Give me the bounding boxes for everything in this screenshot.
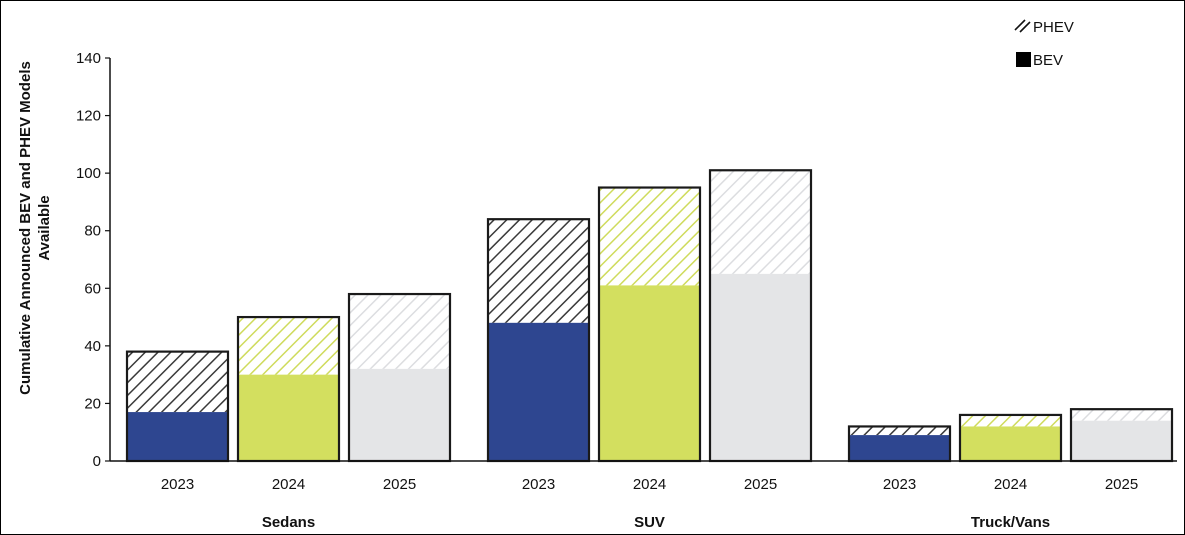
phev-segment — [599, 187, 700, 286]
phev-segment — [238, 317, 339, 375]
x-group-label: SUV — [634, 514, 665, 531]
bev-segment — [127, 412, 228, 461]
bev-segment — [238, 374, 339, 461]
y-axis: 0 20 40 60 80 100 120 140 — [76, 50, 111, 470]
y-tick-label: 80 — [84, 223, 101, 240]
x-axis-labels: 2023 2024 2025 Sedans 2023 2024 2025 SUV 2023 202… — [161, 476, 1138, 531]
y-axis-label-line1: Cumulative Announced BEV and PHEV Models — [17, 61, 34, 395]
y-axis-label-line2: Available — [36, 195, 53, 260]
x-tick-label-year: 2025 — [383, 476, 416, 493]
phev-segment — [849, 426, 950, 436]
legend-label-bev: BEV — [1033, 52, 1063, 69]
phev-segment — [1071, 409, 1172, 421]
bar-suv-2024 — [597, 186, 702, 463]
bar-sedans-2024 — [236, 315, 341, 463]
bev-segment — [349, 368, 450, 461]
legend: PHEV BEV — [1014, 19, 1074, 69]
phev-hatch-icon — [1014, 19, 1031, 33]
y-tick-label: 100 — [76, 165, 101, 182]
bev-segment — [488, 322, 589, 461]
y-tick-label: 40 — [84, 338, 101, 355]
bar-truck-vans-2024 — [958, 413, 1063, 463]
bar-sedans-2025 — [347, 292, 452, 463]
x-tick-label-year: 2024 — [272, 476, 305, 493]
phev-segment — [127, 351, 228, 413]
y-tick-label: 0 — [93, 453, 101, 470]
bev-segment — [960, 426, 1061, 461]
x-tick-label-year: 2025 — [744, 476, 777, 493]
bars — [110, 169, 1177, 463]
bar-sedans-2023 — [125, 350, 230, 463]
legend-item-phev: PHEV — [1014, 19, 1074, 36]
x-tick-label-year: 2024 — [994, 476, 1027, 493]
x-group-label: Truck/Vans — [971, 514, 1050, 531]
bev-solid-icon — [1016, 52, 1031, 67]
bar-truck-vans-2025 — [1069, 408, 1174, 463]
legend-item-bev: BEV — [1016, 52, 1063, 69]
bev-segment — [1071, 420, 1172, 461]
x-tick-label-year: 2023 — [161, 476, 194, 493]
bar-suv-2023 — [486, 218, 591, 463]
bev-segment — [849, 435, 950, 461]
y-tick-label: 60 — [84, 280, 101, 297]
x-tick-label-year: 2023 — [883, 476, 916, 493]
x-tick-label-year: 2024 — [633, 476, 666, 493]
phev-segment — [960, 414, 1061, 427]
legend-label-phev: PHEV — [1033, 19, 1074, 36]
bev-segment — [599, 285, 700, 461]
y-tick-label: 120 — [76, 108, 101, 125]
y-tick-label: 20 — [84, 395, 101, 412]
phev-segment — [488, 219, 589, 323]
phev-segment — [349, 294, 450, 369]
bar-truck-vans-2023 — [847, 425, 952, 463]
x-group-label: Sedans — [262, 514, 315, 531]
y-tick-label: 140 — [76, 50, 101, 67]
bev-segment — [710, 273, 811, 461]
bar-suv-2025 — [708, 169, 813, 463]
x-tick-label-year: 2025 — [1105, 476, 1138, 493]
phev-segment — [710, 170, 811, 274]
x-tick-label-year: 2023 — [522, 476, 555, 493]
